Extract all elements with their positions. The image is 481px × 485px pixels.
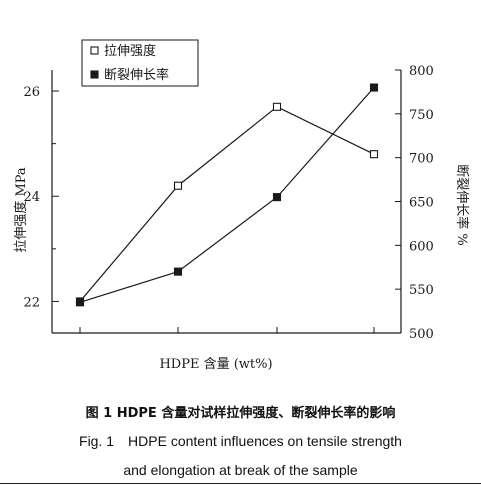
legend-box bbox=[81, 39, 199, 87]
y-left-tick-label: 22 bbox=[23, 295, 40, 310]
y-right-axis-label: 断裂伸长率 % bbox=[454, 164, 470, 246]
y-right-tick-label: 550 bbox=[409, 283, 434, 298]
x-axis-label: HDPE 含量 (wt%) bbox=[159, 356, 272, 372]
series-line-2 bbox=[79, 87, 375, 303]
series-2-point bbox=[75, 298, 85, 307]
series-1-point bbox=[369, 150, 379, 159]
y-right-tick-label: 800 bbox=[409, 64, 434, 79]
figure-number: Fig. 1 bbox=[79, 433, 115, 449]
series-2-point bbox=[173, 267, 183, 276]
figure-caption-english-line1: Fig. 1 HDPE content influences on tensile… bbox=[0, 433, 481, 449]
series-2-point bbox=[272, 193, 282, 202]
series-2-point bbox=[369, 83, 379, 92]
series-1-point bbox=[272, 102, 282, 111]
y-right-tick-label: 600 bbox=[409, 239, 434, 254]
legend-label-2: 断裂伸长率 bbox=[104, 67, 169, 83]
chart-series bbox=[75, 83, 379, 307]
y-left-tick-label: 24 bbox=[23, 190, 40, 205]
series-line-1 bbox=[79, 106, 375, 302]
y-right-tick-label: 500 bbox=[409, 327, 434, 342]
y-right-tick-label: 750 bbox=[409, 108, 434, 123]
y-left-tick-label: 26 bbox=[23, 85, 40, 100]
legend-marker-1 bbox=[90, 46, 99, 55]
caption-text-line1: HDPE content influences on tensile stren… bbox=[128, 433, 402, 449]
bottom-rule bbox=[0, 483, 481, 484]
y-left-axis-label: 拉伸强度 MPa bbox=[13, 167, 29, 253]
figure-caption-chinese: 图 1 HDPE 含量对试样拉伸强度、断裂伸长率的影响 bbox=[85, 406, 396, 421]
y-right-tick-label: 650 bbox=[409, 196, 434, 211]
legend-label-1: 拉伸强度 bbox=[104, 43, 156, 59]
series-1-point bbox=[173, 181, 183, 190]
chart-axes: 22 24 26 500 550 600 650 700 750 800 bbox=[23, 64, 433, 342]
figure-caption-english-line2: and elongation at break of the sample bbox=[123, 462, 358, 478]
legend-marker-2 bbox=[90, 70, 99, 79]
y-right-tick-label: 700 bbox=[409, 152, 434, 167]
